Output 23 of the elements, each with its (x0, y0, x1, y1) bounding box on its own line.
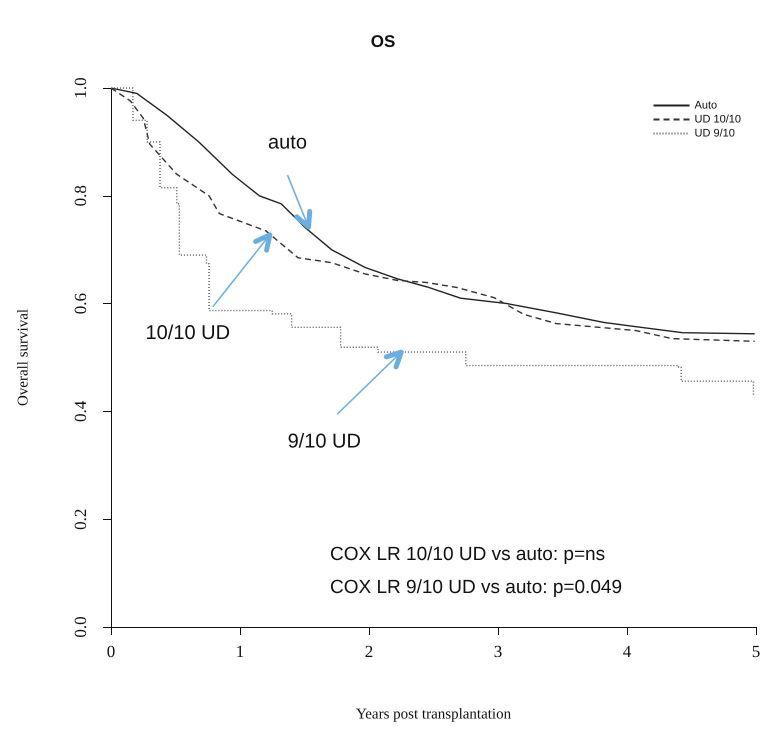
annotation: COX LR 9/10 UD vs auto: p=0.049 (330, 577, 622, 598)
annotation: 10/10 UD (146, 322, 230, 344)
y-tick-label: 1.0 (71, 77, 90, 99)
x-axis-title: Years post transplantation (356, 706, 512, 722)
x-tick-label: 2 (364, 642, 374, 661)
y-tick-label: 0.6 (71, 292, 90, 314)
x-tick-label: 5 (752, 642, 760, 661)
annotation: 9/10 UD (288, 430, 361, 452)
annotation: auto (268, 131, 307, 154)
x-tick-label: 1 (236, 642, 244, 661)
y-tick-label: 0.4 (71, 400, 90, 422)
annotation: COX LR 10/10 UD vs auto: p=ns (330, 544, 606, 565)
y-tick-label: 0.0 (71, 616, 90, 638)
chart-title: OS (370, 32, 396, 51)
y-tick-label: 0.2 (71, 508, 90, 530)
legend-label: Auto (694, 100, 718, 112)
y-axis-title: Overall survival (16, 308, 32, 406)
y-tick-label: 0.8 (71, 185, 90, 206)
x-tick-label: 4 (622, 642, 632, 661)
x-tick-label: 0 (106, 642, 116, 661)
legend-label: UD 9/10 (694, 128, 735, 140)
x-tick-label: 3 (494, 642, 502, 661)
legend-label: UD 10/10 (694, 114, 742, 126)
